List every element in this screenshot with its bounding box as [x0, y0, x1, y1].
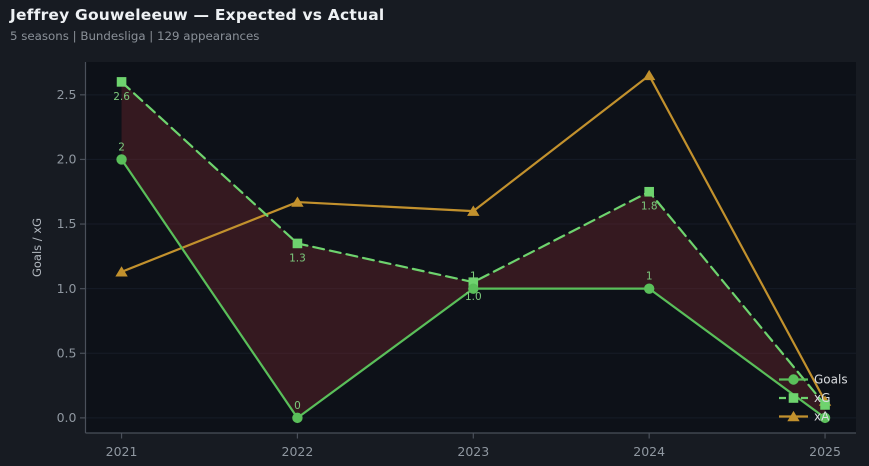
marker-goals [292, 412, 303, 424]
marker-xg [468, 277, 479, 287]
data-label-xg: 2.6 [113, 91, 130, 103]
data-label-goals: 0 [294, 400, 301, 412]
y-tick-label: 1.5 [57, 216, 77, 231]
marker-xg [820, 400, 830, 410]
y-axis-label: Goals / xG [30, 218, 44, 277]
chart-title: Jeffrey Gouweleeuw — Expected vs Actual [10, 6, 385, 24]
marker-goals [819, 412, 831, 424]
data-label-goals: 1 [646, 271, 653, 283]
y-tick-label: 0.5 [57, 345, 77, 360]
marker-xa [467, 205, 480, 216]
legend-marker-xg [788, 393, 799, 403]
data-label-goals: 2 [118, 141, 125, 153]
marker-xg [644, 186, 654, 197]
data-label-goals: 1 [470, 271, 477, 283]
marker-goals [643, 283, 655, 294]
legend-label-xa: xA [814, 410, 830, 424]
marker-xa [115, 266, 128, 277]
x-tick-label: 2023 [457, 444, 489, 459]
marker-goals [468, 283, 479, 294]
x-tick-label: 2025 [809, 444, 841, 459]
chart-subtitle: 5 seasons | Bundesliga | 129 appearances [10, 29, 260, 43]
marker-goals [116, 154, 127, 165]
x-tick-label: 2024 [633, 444, 665, 459]
marker-xa [291, 196, 304, 207]
x-tick-label: 2022 [282, 444, 314, 459]
marker-xg [116, 77, 127, 87]
data-label-xg: 1.0 [465, 291, 482, 303]
marker-xa [642, 69, 656, 81]
data-label-xg: 1.3 [289, 252, 306, 264]
y-tick-label: 2.5 [57, 87, 77, 102]
legend-label-xg: xG [814, 391, 830, 405]
x-tick-label: 2021 [106, 444, 138, 459]
legend-marker-goals [788, 374, 799, 385]
y-tick-label: 0.0 [57, 410, 77, 425]
marker-xg [292, 238, 303, 249]
data-label-xg: 1.8 [641, 201, 658, 213]
y-tick-label: 2.0 [57, 152, 77, 167]
legend-label-goals: Goals [814, 373, 848, 387]
legend-marker-xa [787, 410, 800, 422]
plot-area [85, 62, 856, 433]
y-tick-label: 1.0 [57, 281, 77, 296]
fill-between-area [121, 81, 826, 418]
